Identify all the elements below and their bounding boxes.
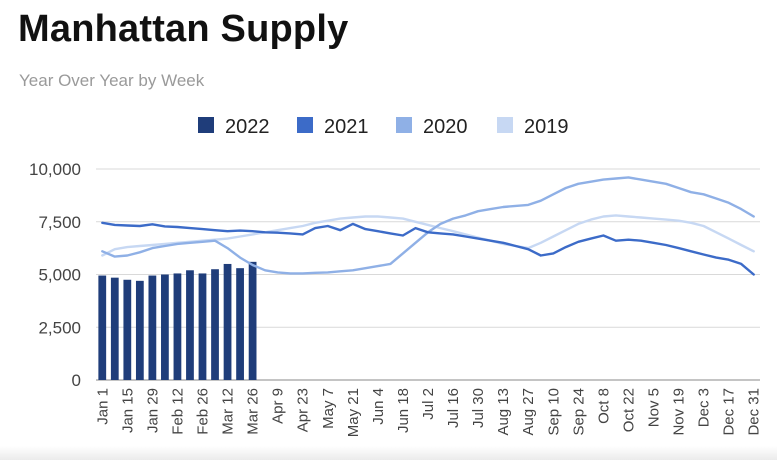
x-tick-label: Nov 19 bbox=[671, 388, 688, 436]
bar-2022 bbox=[198, 273, 207, 380]
bar-2022 bbox=[110, 277, 119, 380]
bars-2022 bbox=[98, 261, 257, 380]
chart-gridlines bbox=[96, 168, 760, 381]
legend-label-2019: 2019 bbox=[524, 116, 569, 138]
bar-2022 bbox=[186, 270, 194, 380]
bar-2022 bbox=[211, 269, 219, 380]
bar-2022 bbox=[123, 279, 132, 380]
x-tick-label: Oct 8 bbox=[595, 388, 612, 424]
legend-label-2022: 2022 bbox=[225, 116, 270, 138]
x-tick-label: Oct 22 bbox=[620, 388, 637, 432]
x-tick-label: Jul 16 bbox=[445, 388, 462, 428]
legend-swatch-2022 bbox=[198, 117, 214, 133]
bar-2022 bbox=[98, 275, 107, 380]
bar-2022 bbox=[236, 268, 244, 380]
x-tick-label: Nov 5 bbox=[646, 388, 663, 427]
bar-2022 bbox=[135, 280, 144, 380]
chart-legend: 2022 2021 2020 2019 bbox=[198, 116, 569, 138]
x-tick-label: Aug 13 bbox=[495, 388, 512, 436]
bar-2022 bbox=[248, 261, 257, 380]
x-tick-label: Feb 26 bbox=[194, 388, 211, 435]
x-tick-label: Feb 12 bbox=[169, 388, 186, 435]
x-tick-label: Jan 29 bbox=[144, 388, 161, 433]
bar-2022 bbox=[173, 273, 182, 380]
x-tick-label: Mar 12 bbox=[220, 388, 237, 435]
legend-swatch-2020 bbox=[396, 117, 412, 133]
bottom-shade bbox=[0, 446, 777, 460]
y-tick-label: 10,000 bbox=[29, 160, 81, 179]
x-tick-label: Apr 9 bbox=[270, 388, 287, 424]
bar-2022 bbox=[161, 274, 169, 380]
y-tick-label: 7,500 bbox=[38, 213, 81, 232]
line-series bbox=[101, 176, 755, 276]
x-tick-label: Apr 23 bbox=[295, 388, 312, 432]
legend-swatch-2019 bbox=[497, 117, 513, 133]
x-tick-label: Dec 17 bbox=[721, 388, 738, 436]
x-tick-label: Aug 27 bbox=[520, 388, 537, 436]
x-tick-label: Dec 3 bbox=[696, 388, 713, 427]
x-tick-label: Dec 31 bbox=[746, 388, 763, 436]
x-tick-label: Jan 15 bbox=[119, 388, 136, 433]
x-tick-label: Sep 10 bbox=[545, 388, 562, 436]
y-tick-label: 2,500 bbox=[38, 318, 81, 337]
y-tick-label: 0 bbox=[72, 371, 81, 390]
x-axis: Jan 1 Jan 15 Jan 29 Feb 12 Feb 26 Mar 12 Mar 2… bbox=[94, 388, 762, 437]
x-tick-label: Jan 1 bbox=[94, 388, 111, 425]
line-2021 bbox=[101, 221, 755, 276]
x-tick-label: Jul 2 bbox=[420, 388, 437, 420]
x-tick-label: May 21 bbox=[345, 388, 362, 437]
chart-subtitle: Year Over Year by Week bbox=[19, 71, 205, 90]
chart-title: Manhattan Supply bbox=[18, 8, 349, 50]
bar-2022 bbox=[223, 263, 232, 380]
bar-2022 bbox=[148, 275, 157, 380]
x-tick-label: Mar 26 bbox=[245, 388, 262, 435]
x-tick-label: Jun 18 bbox=[395, 388, 412, 433]
x-tick-label: May 7 bbox=[320, 388, 337, 429]
legend-swatch-2021 bbox=[297, 117, 313, 133]
y-axis: 0 2,500 5,000 7,500 10,000 bbox=[29, 160, 81, 390]
x-tick-label: Jun 4 bbox=[370, 388, 387, 425]
x-tick-label: Sep 24 bbox=[570, 388, 587, 436]
legend-label-2021: 2021 bbox=[324, 116, 369, 138]
legend-label-2020: 2020 bbox=[423, 116, 468, 138]
y-tick-label: 5,000 bbox=[38, 266, 81, 285]
x-tick-label: Jul 30 bbox=[470, 388, 487, 428]
